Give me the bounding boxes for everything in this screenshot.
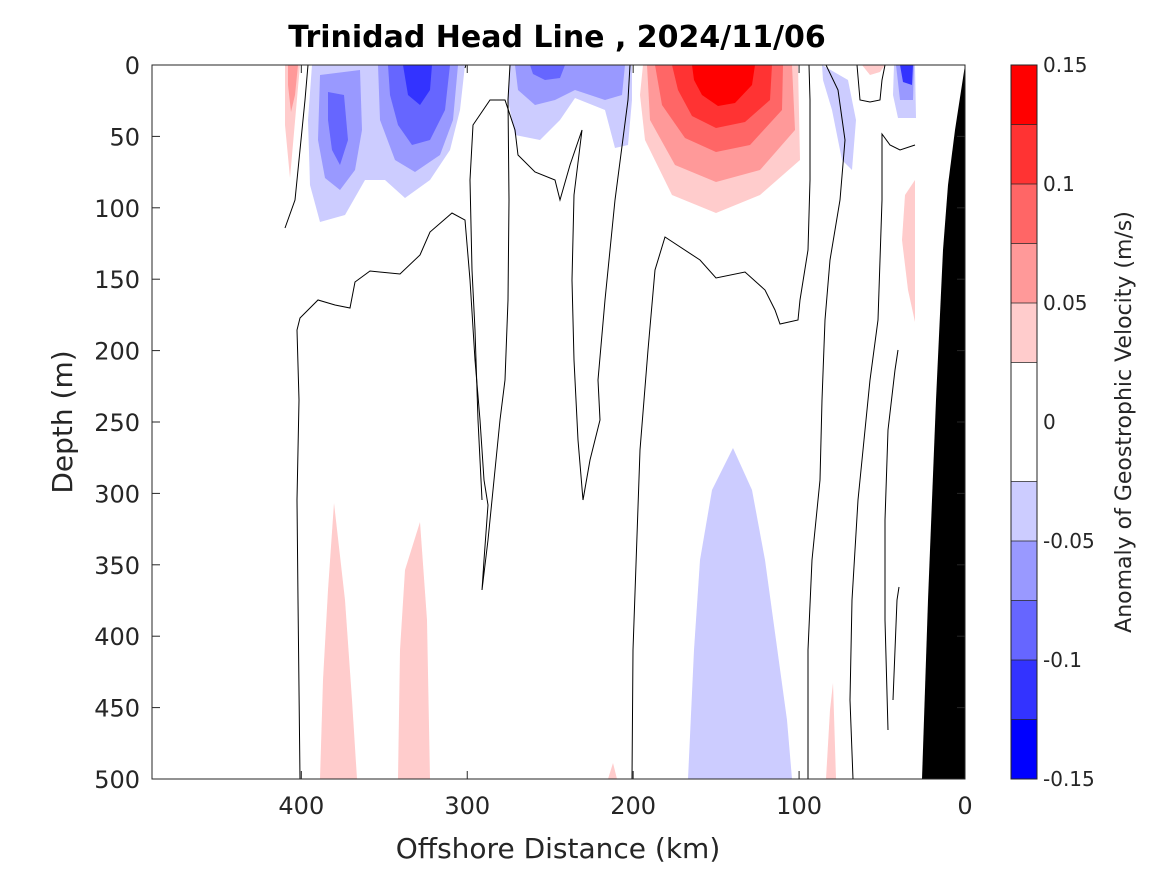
contour-fill-pos-9 — [320, 503, 357, 779]
y-tick-label: 200 — [94, 338, 140, 366]
colorbar-swatch — [1011, 481, 1037, 541]
x-axis-label: Offshore Distance (km) — [396, 832, 721, 865]
contour-fill-neg-14 — [688, 448, 792, 779]
y-tick-label: 500 — [94, 766, 140, 794]
zero-contour — [807, 65, 846, 779]
colorbar-tick-label: -0.05 — [1043, 529, 1095, 553]
contour-fill-neg-4 — [328, 92, 348, 165]
contour-fill-pos-5 — [692, 65, 755, 106]
y-tick-label: 400 — [94, 623, 140, 651]
contour-fill-pos-7 — [288, 65, 298, 112]
colorbar-swatch — [1011, 362, 1037, 482]
contour-fill-neg-10 — [822, 65, 856, 170]
contour-fill-pos-6 — [285, 65, 300, 178]
y-tick-label: 300 — [94, 480, 140, 508]
plot-area — [152, 65, 965, 779]
x-tick-label: 0 — [957, 792, 972, 820]
zero-contour — [892, 586, 900, 701]
contour-fill-pos-13 — [902, 180, 915, 322]
y-tick-label: 0 — [125, 52, 140, 80]
y-tick-label: 50 — [109, 123, 140, 151]
colorbar-tick-label: 0.1 — [1043, 172, 1075, 196]
contour-field — [284, 65, 965, 779]
contour-fill-neg-5 — [388, 65, 450, 145]
colorbar-swatch — [1011, 541, 1037, 601]
y-axis: 0 50 100 150 200 250 300 350 400 450 500 — [94, 52, 965, 794]
colorbar-tick-label: -0.15 — [1043, 767, 1095, 791]
x-tick-label: 200 — [610, 792, 656, 820]
contour-fill-pos-8 — [862, 65, 885, 75]
colorbar-swatch — [1011, 303, 1037, 363]
contour-fill-neg-6 — [403, 65, 432, 105]
colorbar-tick-label: 0.05 — [1043, 291, 1088, 315]
colorbar-swatch — [1011, 184, 1037, 244]
zero-contours — [284, 65, 916, 779]
contour-fill-pos-10 — [398, 522, 430, 779]
contour-fill-pos-11 — [826, 683, 836, 779]
colorbar-frame — [1010, 64, 1038, 780]
colorbar-swatch — [1011, 65, 1037, 125]
y-tick-label: 450 — [94, 695, 140, 723]
colorbar-tick-label: -0.1 — [1043, 648, 1082, 672]
colorbar-tick-label: 0 — [1043, 410, 1056, 434]
chart-title: Trinidad Head Line , 2024/11/06 — [288, 20, 825, 55]
colorbar: 0.15 0.1 0.05 0 -0.05 -0.1 -0.15 — [1010, 53, 1095, 791]
y-axis-label: Depth (m) — [46, 350, 79, 493]
x-tick-label: 100 — [776, 792, 822, 820]
y-tick-label: 350 — [94, 552, 140, 580]
zero-contour — [284, 65, 309, 229]
zero-contour — [631, 65, 811, 779]
x-tick-label: 400 — [278, 792, 324, 820]
colorbar-label: Anomaly of Geostrophic Velocity (m/s) — [1112, 211, 1137, 633]
zero-contour — [849, 132, 916, 779]
y-tick-label: 100 — [94, 195, 140, 223]
colorbar-tick-label: 0.15 — [1043, 53, 1088, 77]
colorbar-swatch — [1011, 660, 1037, 720]
colorbar-swatch — [1011, 124, 1037, 184]
x-tick-label: 300 — [444, 792, 490, 820]
contour-fill-pos-12 — [608, 763, 617, 779]
y-tick-label: 150 — [94, 266, 140, 294]
zero-contour — [469, 65, 631, 501]
contour-fill-neg-13 — [900, 65, 913, 85]
x-axis: 400 300 200 100 0 — [278, 65, 973, 820]
colorbar-swatch — [1011, 600, 1037, 660]
colorbar-swatch — [1011, 719, 1037, 779]
colorbar-swatch — [1011, 243, 1037, 303]
zero-contour — [296, 65, 511, 779]
zero-contour — [856, 65, 886, 103]
y-tick-label: 250 — [94, 409, 140, 437]
bathymetry — [922, 65, 965, 779]
contour-fill-neg-9 — [530, 65, 565, 80]
zero-contour — [884, 349, 899, 731]
